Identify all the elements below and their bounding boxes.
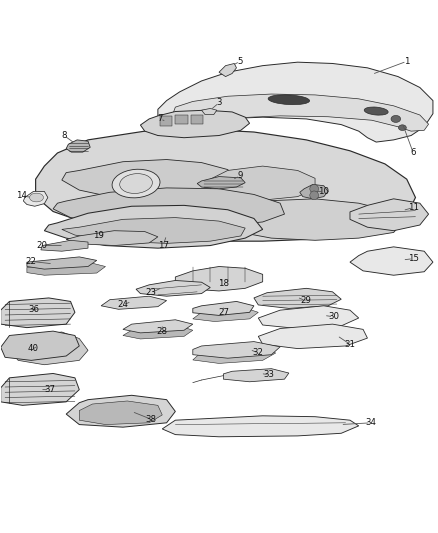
Text: 33: 33	[264, 370, 275, 379]
Text: 1: 1	[404, 57, 410, 66]
Text: 34: 34	[365, 418, 376, 427]
Polygon shape	[10, 332, 88, 365]
Polygon shape	[1, 298, 75, 328]
Text: 32: 32	[253, 349, 264, 358]
Text: 9: 9	[237, 171, 243, 180]
Text: 3: 3	[216, 98, 222, 107]
Polygon shape	[62, 217, 245, 244]
Polygon shape	[1, 331, 79, 360]
Text: 36: 36	[28, 305, 39, 314]
Polygon shape	[79, 401, 162, 425]
Ellipse shape	[364, 107, 388, 115]
Ellipse shape	[391, 116, 401, 123]
Text: 20: 20	[37, 241, 48, 250]
Polygon shape	[258, 324, 367, 349]
Polygon shape	[210, 166, 315, 200]
Bar	[191, 115, 203, 124]
Polygon shape	[175, 266, 263, 291]
Text: 7: 7	[157, 115, 163, 124]
Polygon shape	[193, 348, 276, 364]
Bar	[175, 115, 187, 124]
Polygon shape	[350, 199, 428, 231]
Polygon shape	[44, 205, 263, 248]
Polygon shape	[300, 184, 328, 199]
Ellipse shape	[112, 169, 160, 198]
Text: 11: 11	[408, 203, 419, 212]
Text: 22: 22	[25, 257, 36, 266]
Polygon shape	[197, 176, 245, 189]
Text: 18: 18	[218, 279, 229, 288]
Text: 19: 19	[93, 231, 104, 239]
Ellipse shape	[268, 95, 310, 104]
Polygon shape	[27, 257, 97, 269]
Polygon shape	[162, 416, 359, 437]
Polygon shape	[62, 159, 237, 200]
Text: 31: 31	[344, 340, 356, 349]
Polygon shape	[201, 108, 217, 115]
Text: 15: 15	[408, 254, 419, 263]
Polygon shape	[41, 240, 88, 251]
Polygon shape	[123, 326, 193, 339]
Polygon shape	[141, 110, 250, 138]
Text: 17: 17	[158, 241, 169, 250]
Circle shape	[310, 184, 318, 193]
Polygon shape	[254, 288, 341, 309]
Polygon shape	[193, 308, 258, 321]
Polygon shape	[193, 302, 254, 316]
Text: 40: 40	[28, 344, 39, 353]
Polygon shape	[66, 395, 175, 427]
Ellipse shape	[29, 193, 43, 202]
Text: 28: 28	[156, 327, 167, 336]
Polygon shape	[27, 262, 106, 275]
Circle shape	[310, 191, 318, 200]
Text: 38: 38	[146, 415, 157, 424]
Polygon shape	[66, 231, 158, 246]
Text: 29: 29	[300, 296, 311, 305]
Polygon shape	[193, 342, 280, 358]
Text: 37: 37	[44, 385, 55, 394]
Polygon shape	[223, 369, 289, 382]
Polygon shape	[1, 374, 79, 405]
Polygon shape	[53, 188, 285, 228]
Bar	[160, 116, 172, 126]
Polygon shape	[23, 191, 48, 206]
Text: 30: 30	[328, 312, 339, 321]
Polygon shape	[35, 129, 416, 241]
Polygon shape	[66, 140, 90, 152]
Text: 8: 8	[61, 131, 67, 140]
Text: 24: 24	[117, 301, 128, 310]
Ellipse shape	[120, 174, 152, 193]
Text: 14: 14	[16, 191, 27, 200]
Polygon shape	[123, 320, 193, 333]
Text: 6: 6	[410, 149, 416, 157]
Polygon shape	[158, 62, 433, 142]
Polygon shape	[166, 94, 428, 131]
Text: 23: 23	[146, 288, 157, 297]
Ellipse shape	[399, 125, 406, 131]
Polygon shape	[258, 306, 359, 328]
Text: 5: 5	[237, 57, 243, 66]
Polygon shape	[350, 247, 433, 275]
Text: 27: 27	[218, 308, 229, 317]
Polygon shape	[101, 296, 166, 309]
Polygon shape	[136, 280, 210, 296]
Text: 10: 10	[318, 187, 329, 196]
Polygon shape	[219, 63, 237, 77]
Polygon shape	[228, 199, 403, 240]
